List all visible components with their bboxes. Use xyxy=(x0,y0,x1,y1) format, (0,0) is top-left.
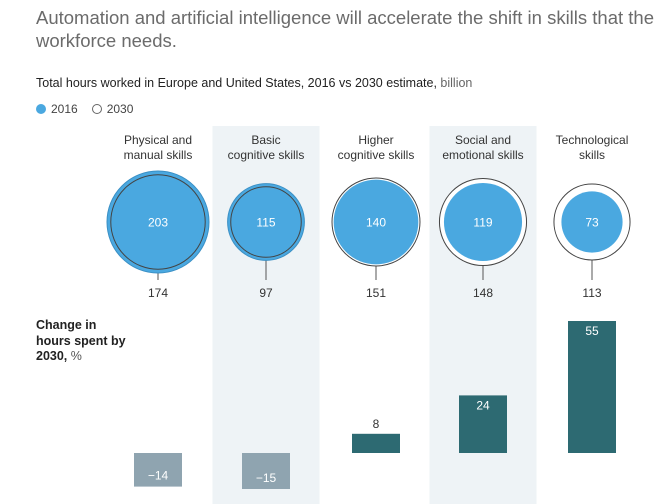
change-value-2: −15 xyxy=(256,471,277,485)
change-bar-4 xyxy=(459,395,507,453)
category-label-4-line-1: Social and xyxy=(455,133,511,147)
change-label-unit: % xyxy=(67,349,82,363)
legend-swatch-2016 xyxy=(36,104,46,114)
value-2030-3: 151 xyxy=(366,286,386,300)
category-label-5-line-1: Technological xyxy=(556,133,629,147)
category-label-5-line-2: skills xyxy=(579,148,605,162)
change-bar-2 xyxy=(242,453,290,489)
legend-label-2016: 2016 xyxy=(51,102,78,116)
category-label-1-line-2: manual skills xyxy=(124,148,193,162)
column-band-2 xyxy=(212,126,320,504)
legend-item-2016: 2016 xyxy=(36,102,78,116)
chart-subtitle: Total hours worked in Europe and United … xyxy=(36,76,472,90)
change-axis-label: Change in hours spent by 2030, % xyxy=(36,318,126,365)
subtitle-unit: billion xyxy=(436,76,473,90)
change-bar-1 xyxy=(134,453,182,487)
category-label-3-line-2: cognitive skills xyxy=(338,148,415,162)
change-value-4: 24 xyxy=(476,398,490,412)
headline: Automation and artificial intelligence w… xyxy=(36,7,655,51)
change-bar-3 xyxy=(352,433,400,453)
subtitle-main: Total hours worked in Europe and United … xyxy=(36,76,437,90)
value-2016-4: 119 xyxy=(473,216,492,230)
value-2030-1: 174 xyxy=(148,286,168,300)
category-label-4-line-2: emotional skills xyxy=(442,148,523,162)
category-label-2-line-1: Basic xyxy=(251,133,280,147)
value-2016-1: 203 xyxy=(148,216,168,230)
value-2016-5: 73 xyxy=(585,216,599,230)
bubble-2030-1 xyxy=(110,174,206,270)
value-2016-2: 115 xyxy=(256,216,275,230)
legend-item-2030: 2030 xyxy=(91,102,134,116)
value-2030-2: 97 xyxy=(259,286,273,300)
bubble-2030-2 xyxy=(230,186,302,258)
bubble-2016-4 xyxy=(443,182,523,262)
value-2016-3: 140 xyxy=(366,216,386,230)
bubble-2016-3 xyxy=(333,179,419,265)
bubble-2016-2 xyxy=(227,183,305,261)
category-label-3-line-1: Higher xyxy=(358,133,393,147)
bubble-2016-5 xyxy=(561,191,623,253)
change-value-5: 55 xyxy=(585,324,599,338)
value-2030-4: 148 xyxy=(473,286,493,300)
value-2030-5: 113 xyxy=(582,286,601,300)
legend: 2016 2030 xyxy=(36,102,147,116)
legend-swatch-2030 xyxy=(91,104,102,114)
change-value-3: 8 xyxy=(373,417,380,431)
change-bar-5 xyxy=(568,321,616,453)
bubble-2016-1 xyxy=(106,170,210,274)
change-value-1: −14 xyxy=(148,469,169,483)
legend-label-2030: 2030 xyxy=(106,102,134,116)
category-label-1-line-1: Physical and xyxy=(124,133,192,147)
category-label-2-line-2: cognitive skills xyxy=(228,148,305,162)
change-label-main: Change in hours spent by 2030, xyxy=(36,318,126,363)
